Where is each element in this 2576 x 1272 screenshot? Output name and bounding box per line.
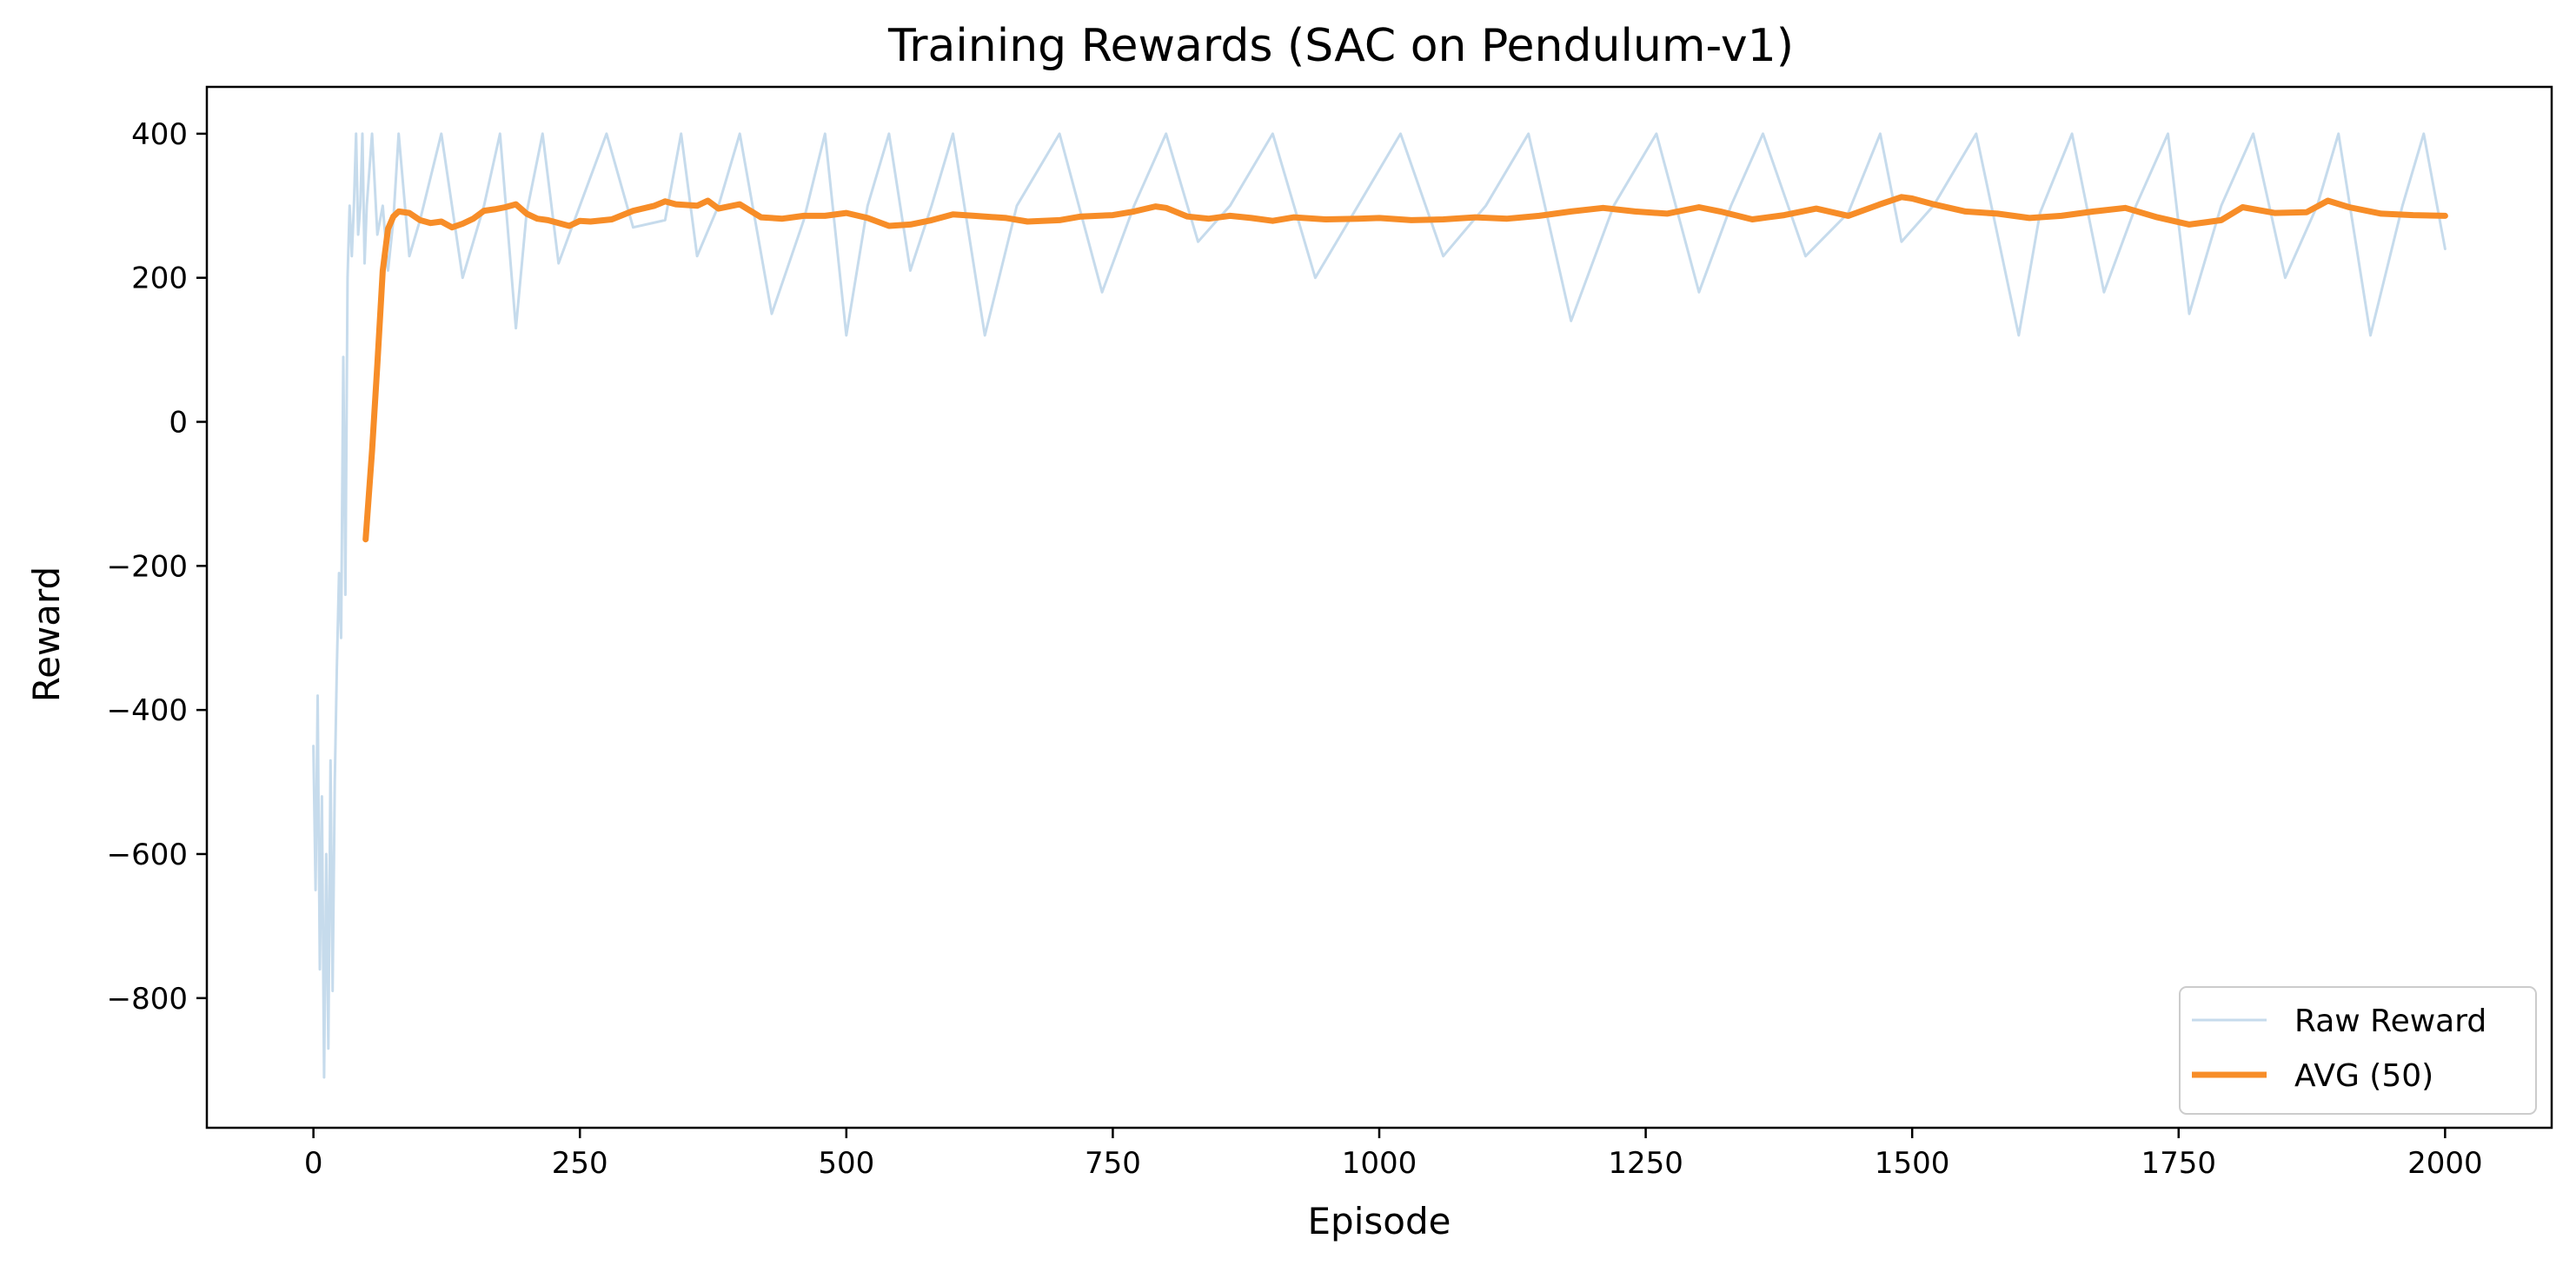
y-tick-label: −600 — [107, 838, 188, 872]
x-tick-label: 500 — [818, 1146, 874, 1181]
x-tick-label: 2000 — [2407, 1146, 2483, 1181]
x-tick-label: 0 — [304, 1146, 323, 1181]
y-tick-label: 400 — [131, 117, 188, 152]
axes-frame — [205, 85, 2553, 1130]
x-tick-label: 1250 — [1608, 1146, 1683, 1181]
raw-reward-line — [312, 132, 2447, 1079]
y-tick-label: −800 — [107, 982, 188, 1017]
x-tick-label: 750 — [1085, 1146, 1141, 1181]
legend-raw-label: Raw Reward — [2294, 1004, 2486, 1039]
legend-avg-label: AVG (50) — [2294, 1058, 2433, 1094]
avg-reward-line — [362, 194, 2448, 543]
plot-area — [312, 132, 2448, 1079]
chart-title: Training Rewards (SAC on Pendulum-v1) — [887, 20, 1794, 72]
x-tick-label: 1500 — [1875, 1146, 1950, 1181]
y-axis-label: Reward — [25, 566, 68, 702]
x-axis-label: Episode — [1308, 1200, 1451, 1242]
x-tick-label: 250 — [552, 1146, 608, 1181]
legend: Raw Reward AVG (50) — [2179, 986, 2537, 1115]
axis-ticks: 0 250 500 750 1000 1250 1500 1750 20004002000−20… — [107, 117, 2483, 1181]
y-tick-label: −400 — [107, 693, 188, 728]
y-tick-label: 0 — [169, 406, 188, 441]
y-tick-label: −200 — [107, 549, 188, 584]
legend-box — [2179, 986, 2537, 1115]
x-tick-label: 1000 — [1342, 1146, 1417, 1181]
y-tick-label: 200 — [131, 262, 188, 296]
x-tick-label: 1750 — [2141, 1146, 2217, 1181]
